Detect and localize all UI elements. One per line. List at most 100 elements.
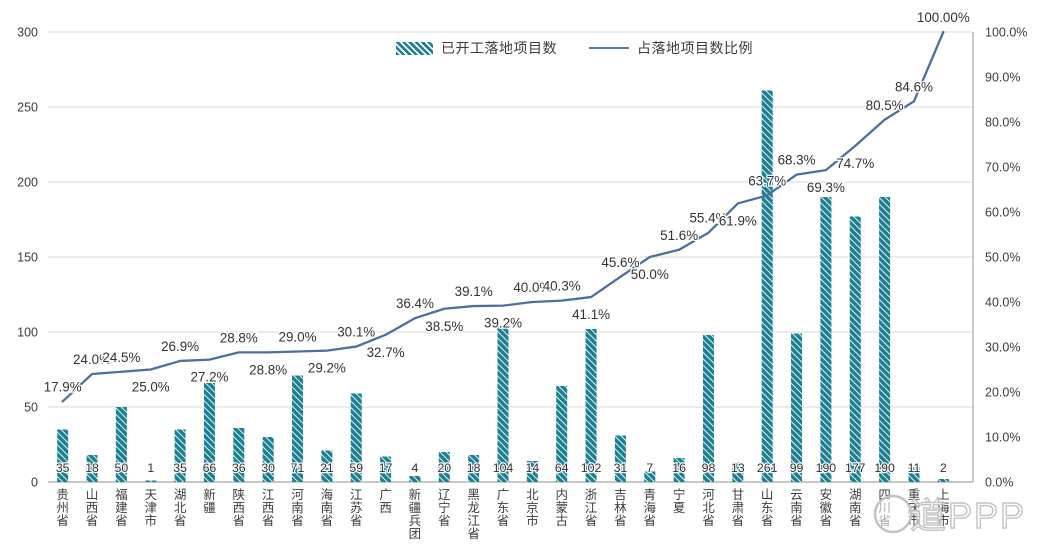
x-axis-label: 辽宁省 bbox=[438, 488, 451, 528]
left-axis-tick: 300 bbox=[17, 26, 38, 40]
bar-value-label: 21 bbox=[320, 461, 334, 475]
bar-value-label: 71 bbox=[291, 461, 305, 475]
line-point-label: 26.9% bbox=[161, 339, 199, 354]
line-point-label: 45.6% bbox=[601, 255, 639, 270]
x-axis-label: 新疆 bbox=[203, 487, 216, 515]
x-axis-label: 内蒙古 bbox=[555, 488, 568, 528]
line-point-label: 68.3% bbox=[778, 153, 816, 168]
bar bbox=[937, 479, 949, 482]
x-axis-label: 广西 bbox=[379, 488, 392, 515]
x-axis-label: 湖北省 bbox=[174, 487, 187, 528]
bar bbox=[879, 197, 891, 482]
bar-value-label: 30 bbox=[261, 461, 275, 475]
line-point-label: 63.7% bbox=[748, 173, 786, 188]
line-point-label: 100.00% bbox=[917, 10, 970, 25]
left-axis-tick: 0 bbox=[31, 476, 38, 490]
bar-series bbox=[57, 90, 949, 482]
line-point-label: 41.1% bbox=[572, 307, 610, 322]
left-axis-tick-labels: 0 50 100 150 200 250 300 bbox=[17, 26, 38, 490]
line-point-label: 39.2% bbox=[484, 316, 522, 331]
bar-value-label: 64 bbox=[555, 461, 569, 475]
x-axis-label: 陕西省 bbox=[233, 487, 246, 528]
line-point-label: 69.3% bbox=[807, 180, 845, 195]
bar-value-label: 11 bbox=[908, 461, 921, 475]
line-point-label: 28.8% bbox=[249, 362, 287, 377]
x-axis-label: 山西省 bbox=[86, 488, 99, 528]
x-axis-label: 天津市 bbox=[144, 488, 157, 528]
bar-value-label: 17 bbox=[379, 461, 393, 475]
right-axis-tick: 0.0% bbox=[985, 476, 1014, 490]
bar-value-label: 261 bbox=[757, 461, 778, 475]
bar bbox=[115, 407, 127, 482]
bar bbox=[820, 197, 832, 482]
x-axis-labels: 贵州省 山西省 福建省 天津市 湖北省 新疆 陕西省 江西省 河南省 海南省 江苏省 广西 新疆兵团 辽宁… bbox=[56, 487, 950, 541]
bar bbox=[644, 471, 656, 482]
bar-value-label: 50 bbox=[115, 461, 129, 475]
right-axis-tick-labels: 0.0% 10.0% 20.0% 30.0% 40.0% 50.0% 60.0% 70.0% 8… bbox=[985, 26, 1027, 490]
bar bbox=[585, 329, 597, 482]
right-axis-tick: 60.0% bbox=[985, 206, 1020, 220]
bar bbox=[233, 428, 245, 482]
watermark-text: 道PPP bbox=[910, 495, 1026, 536]
right-axis-tick: 50.0% bbox=[985, 251, 1020, 265]
bar-value-label: 177 bbox=[845, 461, 866, 475]
bar bbox=[526, 461, 538, 482]
left-axis-tick: 50 bbox=[24, 401, 38, 415]
right-axis-tick: 100.0% bbox=[985, 26, 1027, 40]
bar bbox=[380, 456, 392, 482]
x-axis-label: 河北省 bbox=[702, 488, 715, 528]
bar bbox=[702, 335, 714, 482]
bar-value-labels: 35 18 50 1 35 66 36 30 71 21 59 17 4 20 18 104 14 64 102 31… bbox=[55, 460, 948, 476]
bar-value-label: 59 bbox=[349, 461, 363, 475]
line-point-label: 29.2% bbox=[308, 361, 346, 376]
left-axis-tick: 150 bbox=[17, 251, 38, 265]
bar-value-label: 20 bbox=[437, 461, 451, 475]
x-axis-label: 湖南省 bbox=[849, 487, 862, 528]
bar bbox=[145, 480, 157, 482]
right-axis-tick: 80.0% bbox=[985, 116, 1020, 130]
bar bbox=[86, 455, 98, 482]
x-axis-label: 甘肃省 bbox=[732, 488, 745, 528]
x-axis-label: 江西省 bbox=[262, 488, 275, 528]
line-point-label: 25.0% bbox=[132, 380, 170, 395]
x-axis-label: 新疆兵团 bbox=[409, 487, 422, 541]
left-axis-tick: 200 bbox=[17, 176, 38, 190]
bar bbox=[174, 429, 186, 482]
line-point-label: 24.5% bbox=[102, 350, 140, 365]
line-point-label: 40.0% bbox=[513, 280, 551, 295]
line-point-label: 51.6% bbox=[660, 228, 698, 243]
right-axis-tick: 30.0% bbox=[985, 341, 1020, 355]
x-axis-label: 安徽省 bbox=[820, 487, 833, 528]
line-point-labels: 17.9% 24.0%24.5% 25.0% 26.9% 27.2% 28.8% 28.8%… bbox=[42, 9, 971, 396]
bar-value-label: 7 bbox=[646, 461, 653, 475]
bar bbox=[761, 90, 773, 482]
x-axis-label: 黑龙江省 bbox=[467, 488, 480, 541]
x-axis-label: 江苏省 bbox=[350, 488, 363, 528]
legend-item-bar-series: 已开工落地项目数 bbox=[396, 38, 557, 58]
line-point-label: 39.1% bbox=[455, 284, 493, 299]
bar-value-label: 104 bbox=[493, 461, 514, 475]
bar bbox=[556, 386, 568, 482]
bar-value-label: 190 bbox=[874, 461, 895, 475]
x-axis-label: 河南省 bbox=[291, 488, 304, 528]
x-axis-label: 北京市 bbox=[526, 488, 539, 528]
line-point-label: 24.0% bbox=[73, 352, 111, 367]
bar-value-label: 35 bbox=[56, 461, 70, 475]
x-axis-label: 贵州省 bbox=[56, 488, 69, 528]
bar-value-label: 4 bbox=[412, 461, 419, 475]
legend-label-bar-series: 已开工落地项目数 bbox=[441, 40, 557, 56]
bar-value-label: 14 bbox=[526, 461, 540, 475]
bar-value-label: 190 bbox=[816, 461, 837, 475]
x-axis-label: 吉林省 bbox=[614, 488, 627, 528]
bar bbox=[262, 437, 274, 482]
bar-value-label: 2 bbox=[940, 461, 947, 475]
bar bbox=[732, 462, 744, 482]
bar-value-label: 18 bbox=[467, 461, 481, 475]
line-series bbox=[61, 30, 945, 403]
legend-item-line-series: 占落地项目数比例 bbox=[589, 38, 753, 58]
line-point-label: 27.2% bbox=[190, 370, 228, 385]
bar-value-label: 35 bbox=[173, 461, 187, 475]
right-axis-tick: 90.0% bbox=[985, 71, 1020, 85]
bar bbox=[409, 476, 421, 482]
